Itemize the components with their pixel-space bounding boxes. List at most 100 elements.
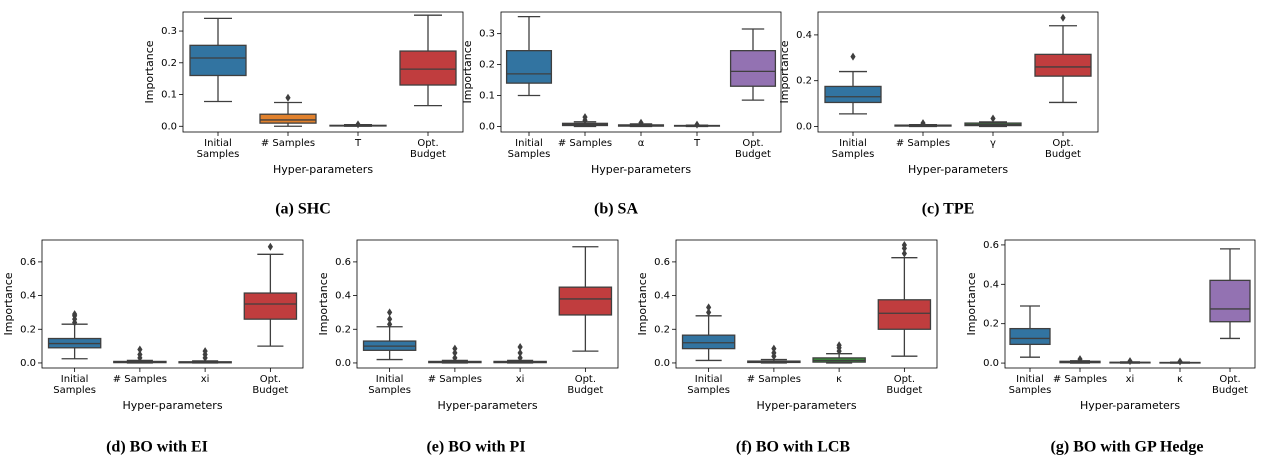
box [824,85,882,104]
flier [452,348,458,357]
x-tick-label: # Samples [428,374,482,385]
x-axis-label: Hyper-parameters [756,399,856,412]
y-tick-label: 0.2 [479,60,495,71]
y-tick-label: 0.4 [983,279,999,290]
flier [517,342,523,351]
x-tick-label: Initial Samples [508,138,551,160]
plot-frame [356,239,619,369]
flier [638,118,644,127]
y-tick-label: 0.2 [161,58,177,69]
y-tick-label: 0.2 [335,324,351,335]
box [1034,53,1092,77]
y-axis-label: Importance [778,40,791,103]
y-tick-label: 0.4 [20,291,36,302]
y-tick-label: 0.6 [654,257,670,268]
x-tick-label: # Samples [747,374,801,385]
caption: (e) BO with PI [426,439,525,456]
x-axis-label: Hyper-parameters [437,399,537,412]
caption: (d) BO with EI [106,439,208,456]
x-tick-label: Initial Samples [832,138,875,160]
y-tick-label: 0.6 [20,257,36,268]
x-tick-label: Opt. Budget [567,374,603,396]
flier [452,353,458,362]
x-tick-label: xi [1126,374,1135,385]
y-tick-label: 0.0 [20,358,36,369]
y-tick-label: 0.0 [796,122,812,133]
flier [706,303,712,312]
flier [850,52,856,61]
flier [137,345,143,354]
flier [452,344,458,353]
x-tick-label: Initial Samples [1009,374,1052,396]
y-tick-label: 0.4 [654,291,670,302]
y-axis-label: Importance [461,40,474,103]
box [1209,279,1251,323]
y-axis-label: Importance [143,40,156,103]
x-tick-label: Initial Samples [53,374,96,396]
plot-frame [817,11,1099,133]
flier [901,249,907,258]
y-tick-label: 0.3 [161,26,177,37]
plot-frame [41,239,304,369]
y-tick-label: 0.3 [479,29,495,40]
flier [901,241,907,250]
x-tick-label: xi [201,374,210,385]
flier [836,341,842,350]
x-tick-label: Opt. Budget [1045,138,1081,160]
x-tick-label: Opt. Budget [886,374,922,396]
caption: (b) SA [594,201,638,218]
flier [1177,357,1183,366]
box [681,334,736,350]
flier [582,113,588,122]
flier [1077,355,1083,364]
x-tick-label: # Samples [1053,374,1107,385]
box [558,286,613,316]
caption: (g) BO with GP Hedge [1051,439,1204,456]
box [729,50,777,87]
x-tick-label: Opt. Budget [410,138,446,160]
y-axis-label: Importance [636,272,649,335]
x-tick-label: Initial Samples [368,374,411,396]
x-tick-label: Initial Samples [197,138,240,160]
box [1009,327,1051,346]
x-tick-label: T [354,138,362,149]
box [505,50,553,84]
y-tick-label: 0.0 [161,121,177,132]
flier [517,348,523,357]
x-tick-label: # Samples [558,138,612,149]
y-tick-label: 0.6 [335,257,351,268]
plot-frame [1004,239,1256,369]
flier [72,310,78,319]
x-axis-label: Hyper-parameters [591,163,691,176]
x-axis-label: Hyper-parameters [273,163,373,176]
y-tick-label: 0.6 [983,240,999,251]
box [189,44,247,77]
y-tick-label: 0.1 [479,91,495,102]
y-axis-label: Importance [2,272,15,335]
x-tick-label: # Samples [261,138,315,149]
x-tick-label: # Samples [896,138,950,149]
plot-frame [182,11,464,133]
y-tick-label: 0.0 [335,358,351,369]
x-tick-label: # Samples [113,374,167,385]
flier [990,114,996,123]
caption: (c) TPE [922,201,975,218]
x-tick-label: γ [990,138,996,149]
y-tick-label: 0.0 [479,121,495,132]
flier [771,348,777,357]
y-tick-label: 0.2 [983,319,999,330]
y-axis-label: Importance [317,272,330,335]
x-tick-label: Opt. Budget [735,138,771,160]
x-tick-label: Opt. Budget [252,374,288,396]
y-tick-label: 0.4 [335,291,351,302]
flier [517,353,523,362]
y-tick-label: 0.0 [983,358,999,369]
flier [706,308,712,317]
y-tick-label: 0.2 [20,324,36,335]
plot-frame [500,11,782,133]
flier [137,350,143,359]
x-tick-label: Initial Samples [687,374,730,396]
box [243,292,298,320]
box [259,113,317,124]
